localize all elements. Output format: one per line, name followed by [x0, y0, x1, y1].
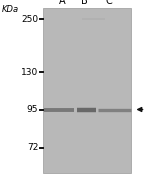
- Text: 130: 130: [21, 68, 38, 77]
- Text: KDa: KDa: [2, 5, 19, 14]
- Text: A: A: [59, 0, 66, 6]
- Text: 250: 250: [21, 14, 38, 24]
- Text: C: C: [105, 0, 112, 6]
- Text: 95: 95: [27, 105, 38, 114]
- Text: 72: 72: [27, 143, 38, 152]
- Text: B: B: [81, 0, 88, 6]
- Bar: [43, 8, 131, 173]
